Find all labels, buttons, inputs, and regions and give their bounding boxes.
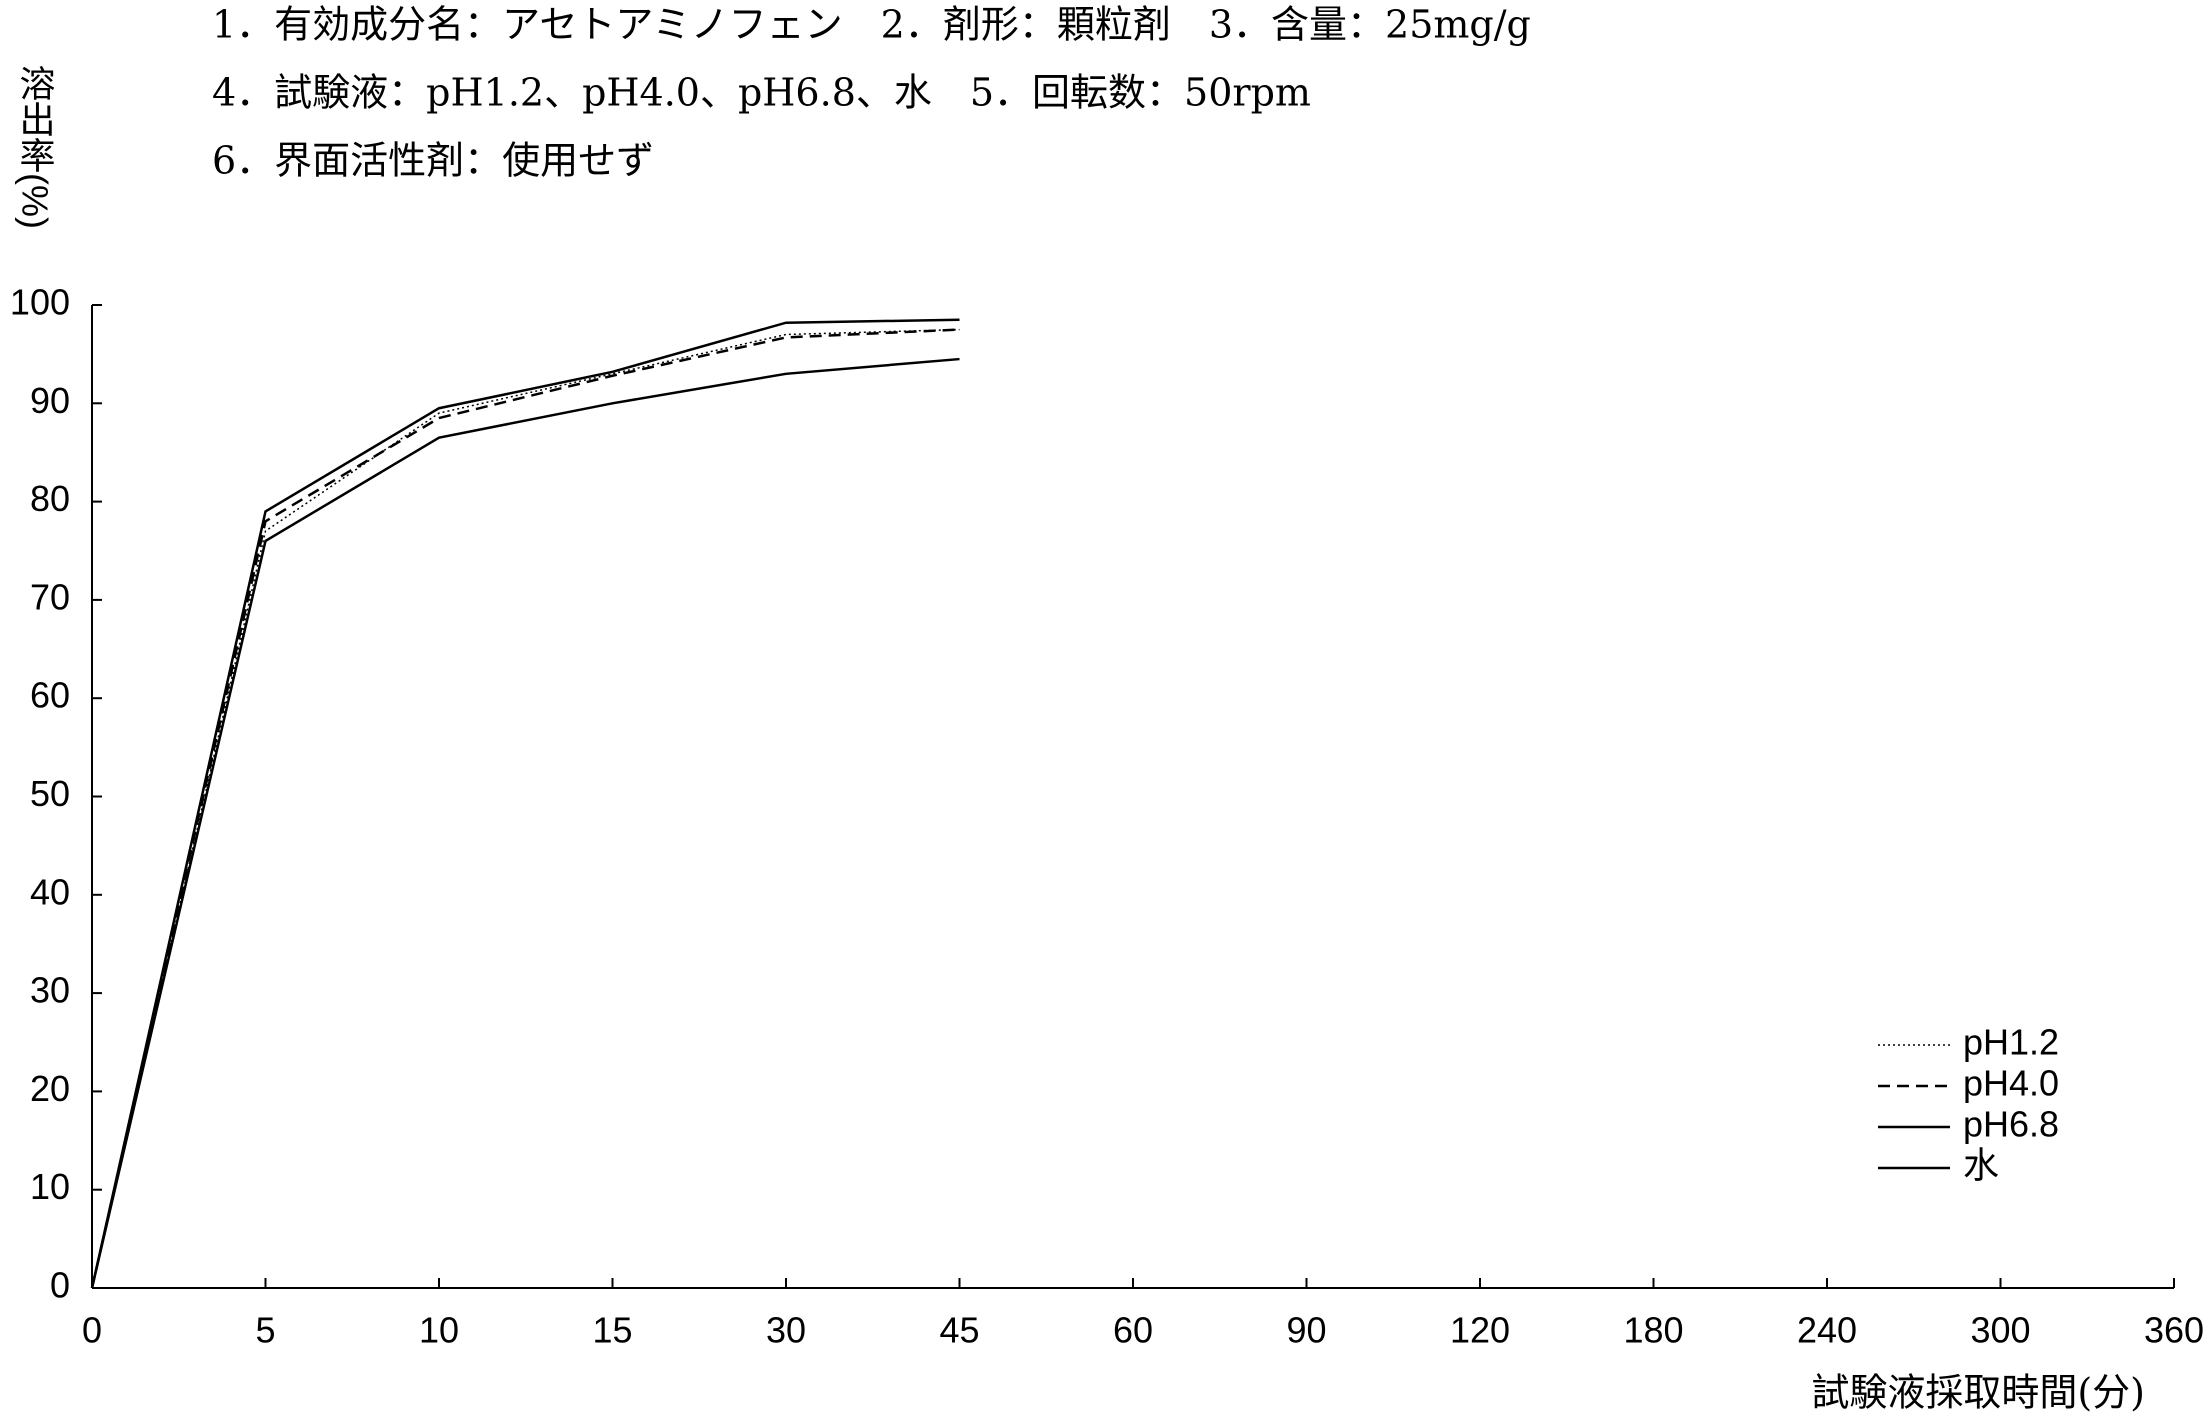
x-tick-label: 180 [1623,1310,1683,1351]
series-line [90,328,960,1289]
legend-label: pH4.0 [1963,1063,2059,1104]
x-tick-label: 60 [1113,1310,1153,1351]
series-line [90,357,960,1289]
y-tick-label: 20 [30,1068,70,1109]
header-line: 6．界面活性剤：使用せず [212,139,654,183]
y-axis-label: 溶出率(%) [15,65,56,229]
y-tick-label: 80 [30,478,70,519]
y-tick-label: 90 [30,380,70,421]
legend-label: pH6.8 [1963,1104,2059,1145]
x-tick-label: 300 [1970,1310,2030,1351]
x-tick-label: 240 [1797,1310,1857,1351]
header-line: 4．試験液：pH1.2、pH4.0、pH6.8、水 5．回転数：50rpm [212,71,1311,115]
y-tick-label: 30 [30,970,70,1011]
series-line [90,318,960,1289]
x-tick-label: 45 [939,1310,979,1351]
x-tick-label: 0 [82,1310,102,1351]
x-tick-label: 30 [766,1310,806,1351]
x-axis-label: 試験液採取時間(分) [1811,1371,2145,1415]
x-tick-label: 15 [592,1310,632,1351]
header-line: 1．有効成分名：アセトアミノフェン 2．剤形：顆粒剤 3．含量：25mg/g [212,3,1531,47]
y-tick-label: 50 [30,773,70,814]
x-tick-label: 90 [1286,1310,1326,1351]
y-tick-label: 10 [30,1166,70,1207]
x-tick-label: 360 [2144,1310,2204,1351]
y-tick-label: 70 [30,576,70,617]
y-tick-label: 100 [10,282,70,323]
legend-label: 水 [1963,1145,1999,1186]
series-line [91,328,960,1289]
x-tick-label: 5 [255,1310,275,1351]
y-tick-label: 60 [30,675,70,716]
y-tick-label: 0 [50,1265,70,1306]
y-tick-label: 40 [30,871,70,912]
legend-label: pH1.2 [1963,1022,2059,1063]
x-tick-label: 120 [1450,1310,1510,1351]
x-tick-label: 10 [419,1310,459,1351]
